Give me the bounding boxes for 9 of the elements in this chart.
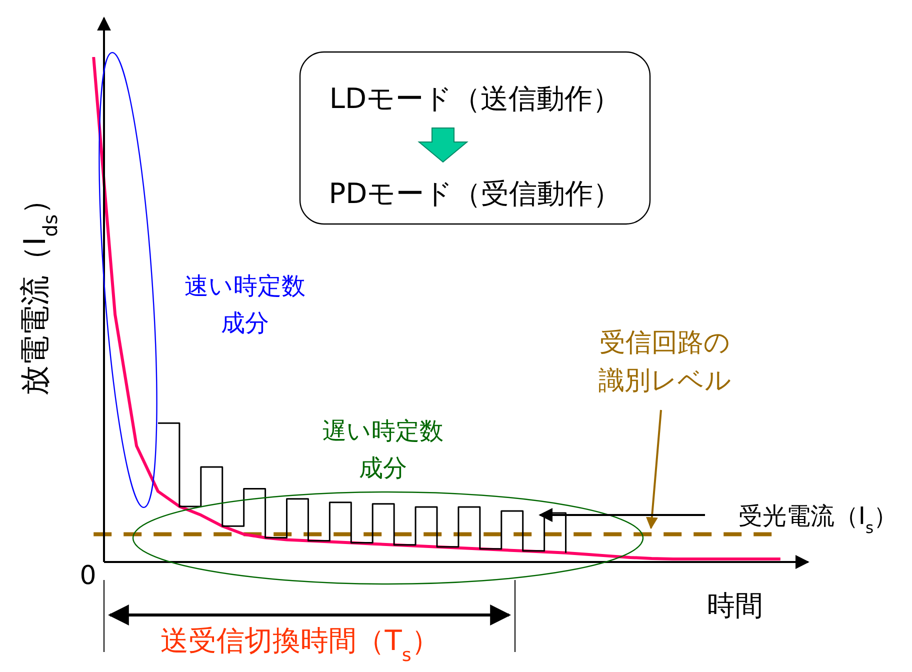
annotation: 遅い時定数成分 <box>321 416 444 484</box>
ref-line-label: 受信回路の識別レベル <box>597 327 732 398</box>
annotation: PDモード（受信動作） <box>328 177 622 210</box>
text: 受光電流（I$_{s}$） <box>738 502 898 537</box>
text: 送受信切換時間（T$_{s}$） <box>160 624 440 666</box>
annotation: 速い時定数成分 <box>183 271 306 340</box>
text: 0 <box>80 561 96 591</box>
x-axis-title: 時間 <box>707 589 763 622</box>
annotation: LDモード（送信動作） <box>329 82 621 115</box>
